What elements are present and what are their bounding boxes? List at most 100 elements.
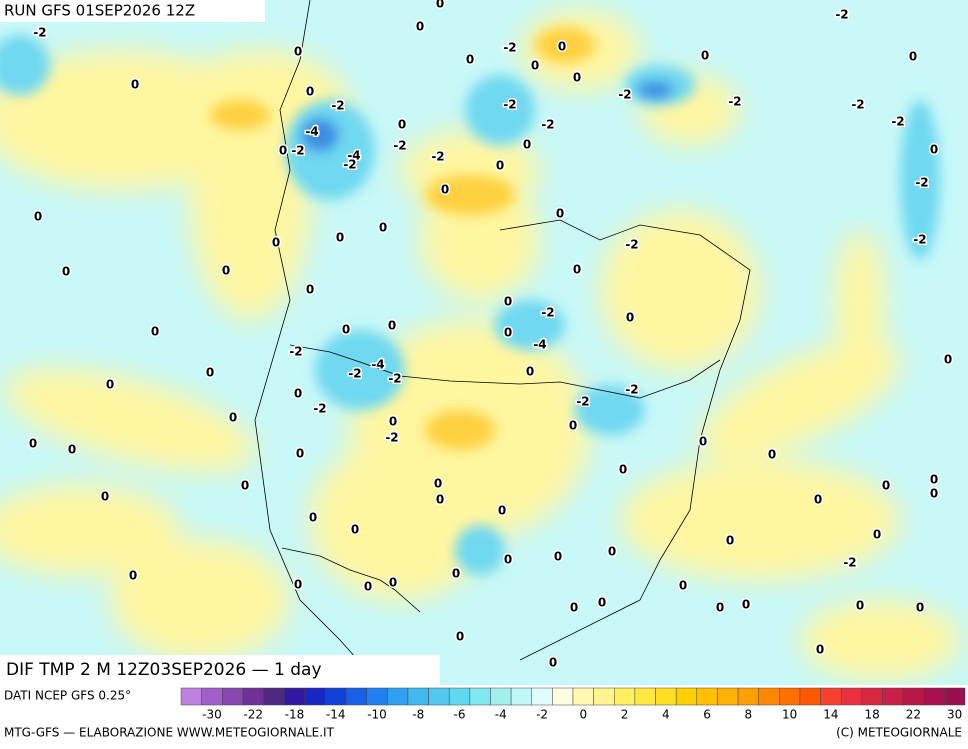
contour-label: -2: [891, 115, 904, 129]
contour-label: 0: [389, 415, 397, 429]
colorbar-tick-label: 10: [782, 708, 797, 722]
colorbar-swatch: [552, 687, 574, 706]
colorbar-swatch: [304, 687, 326, 706]
colorbar-tick-label: 0: [579, 708, 587, 722]
contour-label: -2: [503, 41, 516, 55]
contour-label: 0: [626, 311, 634, 325]
contour-label: 0: [526, 365, 534, 379]
contour-label: -4: [347, 149, 360, 163]
field-label: DIF TMP 2 M 12Z03SEP2026 — 1 day: [6, 660, 322, 680]
contour-label: 0: [294, 45, 302, 59]
contour-label: -2: [541, 118, 554, 132]
colorbar-tick-label: -14: [326, 708, 346, 722]
contour-label: 0: [598, 596, 606, 610]
contour-label: 0: [389, 576, 397, 590]
colorbar-swatch: [428, 687, 450, 706]
colorbar-swatch: [448, 687, 471, 706]
colorbar-swatch: [923, 687, 945, 706]
colorbar-tick-label: -18: [285, 708, 305, 722]
colorbar-tick-label: 2: [621, 708, 629, 722]
colorbar-swatch: [779, 687, 801, 706]
contour-label: 0: [309, 511, 317, 525]
colorbar-tick-label: -2: [536, 708, 548, 722]
contour-label: 0: [436, 493, 444, 507]
colorbar-swatch: [799, 687, 821, 706]
contour-label: 0: [294, 387, 302, 401]
contour-label: 0: [306, 283, 314, 297]
contour-label: 0: [882, 479, 890, 493]
colorbar-swatch: [675, 687, 698, 706]
contour-label: 0: [364, 580, 372, 594]
colorbar-swatch: [840, 687, 863, 706]
colorbar-swatch: [242, 687, 264, 706]
contour-label: -2: [33, 26, 46, 40]
contour-label: -2: [843, 556, 856, 570]
colorbar-swatch: [180, 687, 202, 706]
contour-label: -2: [348, 367, 361, 381]
colorbar-tick-label: 30: [947, 708, 962, 722]
contour-label: 0: [222, 264, 230, 278]
colorbar-swatch: [572, 687, 594, 706]
contour-label: -2: [851, 98, 864, 112]
colorbar-swatch: [490, 687, 512, 706]
colorbar-tick-label: 18: [865, 708, 880, 722]
contour-label: 0: [456, 630, 464, 644]
colorbar-swatch: [407, 687, 429, 706]
contour-label: -4: [371, 358, 384, 372]
colorbar-swatch: [655, 687, 677, 706]
colorbar-swatch: [758, 687, 780, 706]
credit-left: MTG-GFS — ELABORAZIONE WWW.METEOGIORNALE…: [4, 726, 335, 740]
colorbar-tick-label: 4: [662, 708, 670, 722]
contour-label: 0: [930, 143, 938, 157]
contour-label: 0: [916, 601, 924, 615]
contour-label: 0: [944, 353, 952, 367]
contour-label: 0: [342, 323, 350, 337]
contour-label: -2: [915, 176, 928, 190]
contour-label: -2: [343, 158, 356, 172]
contour-label: 0: [930, 487, 938, 501]
contour-label: 0: [106, 378, 114, 392]
contour-label: 0: [101, 490, 109, 504]
run-label: RUN GFS 01SEP2026 12Z: [4, 2, 195, 20]
contour-label: 0: [388, 319, 396, 333]
contour-label: 0: [569, 419, 577, 433]
contour-label: 0: [726, 534, 734, 548]
contour-label: -2: [835, 8, 848, 22]
colorbar-swatch: [387, 687, 409, 706]
field-box: [0, 655, 440, 685]
contour-label: 0: [873, 528, 881, 542]
contour-label: 0: [909, 50, 917, 64]
contour-label: 0: [679, 579, 687, 593]
colorbar-swatch: [882, 687, 904, 706]
colorbar-swatch: [737, 687, 759, 706]
colorbar-swatch: [531, 687, 553, 706]
contour-label: 0: [466, 53, 474, 67]
contour-label: 0: [856, 599, 864, 613]
contour-label: 0: [716, 601, 724, 615]
contour-label: 0: [573, 71, 581, 85]
colorbar-tick-label: 14: [823, 708, 838, 722]
contour-label: 0: [279, 144, 287, 158]
credit-right: (C) METEOGIORNALE: [836, 726, 962, 740]
contour-label: -4: [533, 338, 546, 352]
contour-label: 0: [496, 159, 504, 173]
contour-label: 0: [436, 0, 444, 11]
colorbar: -30 -22 -18 -14 -10 -8 -6 -4 -2 0 2 4 6 8 10 14 18 22 30: [180, 687, 966, 722]
colorbar-swatch: [717, 687, 739, 706]
contour-label: -2: [313, 402, 326, 416]
contour-label: 0: [498, 504, 506, 518]
contour-label: 0: [229, 411, 237, 425]
contour-label: 0: [241, 479, 249, 493]
contour-label: -2: [728, 95, 741, 109]
contour-label: 0: [930, 473, 938, 487]
contour-label: 0: [294, 578, 302, 592]
source-label: DATI NCEP GFS 0.25°: [4, 689, 131, 703]
contour-label: 0: [556, 207, 564, 221]
colorbar-swatch: [345, 687, 367, 706]
colorbar-swatch: [510, 687, 532, 706]
contour-label: 0: [608, 545, 616, 559]
colorbar-swatch: [696, 687, 718, 706]
contour-label: 0: [554, 550, 562, 564]
colorbar-swatch: [944, 687, 966, 706]
